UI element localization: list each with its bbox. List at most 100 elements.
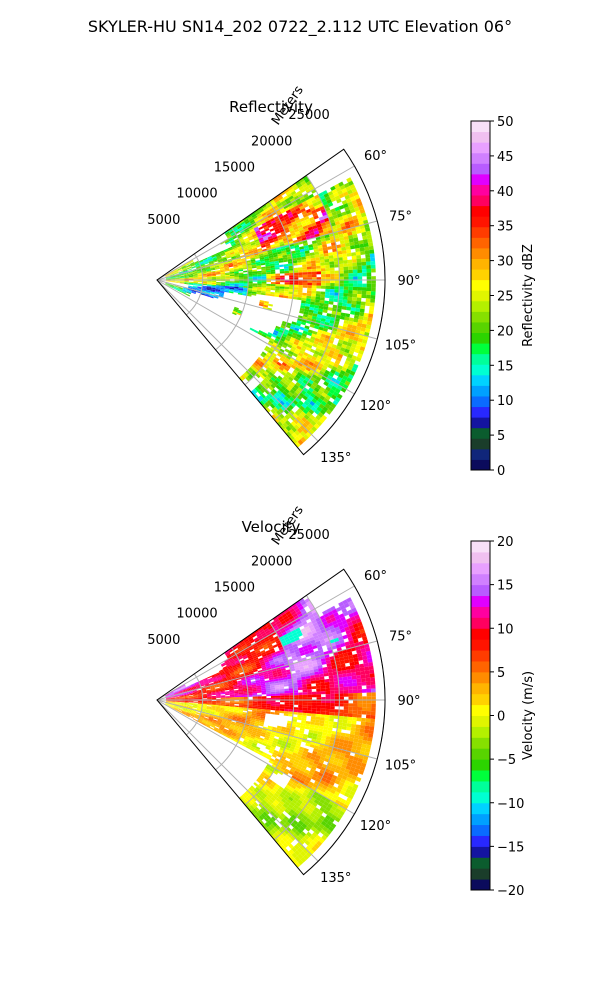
radar-gate — [201, 288, 207, 291]
radar-gate — [173, 691, 179, 694]
radar-gate — [334, 283, 340, 287]
radar-gate — [365, 253, 371, 259]
radar-gate — [319, 297, 325, 301]
radar-gate — [200, 714, 205, 717]
radar-gate — [178, 288, 183, 291]
radar-gate — [315, 414, 322, 421]
radar-gate — [284, 627, 290, 632]
radar-gate — [318, 202, 324, 208]
radar-gate — [238, 710, 243, 713]
radar-gate — [301, 681, 307, 685]
radar-gate — [316, 223, 322, 228]
radar-gate — [279, 684, 284, 688]
radar-gate — [298, 694, 303, 698]
radar-gate — [326, 331, 332, 337]
radar-gate — [215, 673, 221, 677]
radar-gate — [247, 265, 252, 268]
radar-gate — [188, 272, 193, 274]
radar-gate — [297, 379, 303, 385]
radar-gate — [286, 322, 292, 327]
radar-gate — [313, 727, 319, 732]
radar-gate — [309, 768, 316, 774]
radar-gate — [211, 703, 217, 706]
radar-gate — [202, 274, 207, 277]
radar-gate — [306, 261, 312, 265]
radar-gate — [316, 332, 322, 337]
radar-gate — [267, 224, 273, 228]
radar-gate — [352, 759, 358, 765]
radar-gate — [297, 343, 303, 348]
radar-gate — [173, 287, 178, 291]
radar-gate — [254, 638, 260, 643]
radar-gate — [193, 278, 199, 280]
radar-gate — [312, 243, 318, 247]
radar-gate — [295, 207, 301, 213]
radar-gate — [170, 698, 176, 699]
radar-gate — [214, 711, 220, 714]
radar-gate — [264, 256, 269, 260]
radar-gate — [246, 717, 252, 720]
radar-gate — [275, 209, 281, 214]
radar-gate — [275, 704, 281, 707]
radar-gate — [222, 677, 227, 681]
radar-gate — [313, 745, 320, 750]
radar-gate — [253, 393, 259, 399]
radar-gate — [303, 662, 309, 667]
radar-gate — [218, 714, 224, 717]
radar-gate — [308, 649, 314, 654]
radar-gate — [340, 752, 346, 758]
radar-gate — [280, 280, 285, 283]
radar-gate — [193, 700, 199, 702]
radar-gate — [326, 199, 332, 204]
radar-gate — [354, 244, 360, 249]
radar-gate — [263, 304, 269, 308]
radar-gate — [296, 221, 302, 227]
radar-gate — [333, 257, 339, 262]
radar-gate — [291, 629, 297, 635]
radar-gate — [211, 721, 217, 724]
radar-gate — [183, 690, 188, 693]
radar-gate — [273, 658, 279, 662]
radar-gate — [325, 408, 332, 415]
radar-gate — [294, 651, 301, 655]
radar-gate — [307, 287, 312, 291]
radar-gate — [285, 393, 292, 399]
radar-gate — [211, 693, 217, 696]
radar-gate — [248, 701, 253, 704]
radar-gate — [191, 685, 196, 689]
radar-gate — [197, 275, 203, 277]
radar-gate — [277, 331, 283, 336]
radar-gate — [243, 283, 249, 285]
radar-gate — [291, 200, 297, 205]
radar-gate — [349, 766, 356, 772]
radar-gate — [165, 283, 170, 286]
radar-gate — [318, 247, 324, 252]
radar-gate — [256, 292, 262, 295]
radar-gate — [170, 702, 175, 704]
radar-gate — [348, 686, 353, 690]
radar-gate — [275, 650, 281, 655]
radar-gate — [348, 280, 354, 284]
radar-gate — [302, 750, 308, 755]
radar-gate — [271, 742, 277, 746]
radar-gate — [215, 286, 221, 288]
radar-gate — [292, 632, 298, 637]
radar-gate — [306, 223, 313, 229]
radar-gate — [296, 254, 302, 258]
radar-gate — [325, 316, 331, 321]
radar-gate — [229, 706, 235, 709]
radar-gate — [260, 381, 266, 387]
radar-gate — [347, 300, 353, 304]
radar-gate — [188, 698, 194, 699]
radar-gate — [184, 700, 189, 702]
radar-gate — [352, 272, 358, 277]
radar-gate — [173, 689, 178, 692]
radar-gate — [175, 698, 180, 700]
radar-gate — [340, 243, 346, 248]
radar-gate — [333, 741, 340, 746]
radar-gate — [337, 353, 344, 359]
radar-gate — [187, 708, 193, 711]
radar-gate — [279, 618, 285, 623]
radar-gate — [239, 725, 245, 729]
radar-gate — [328, 636, 334, 641]
